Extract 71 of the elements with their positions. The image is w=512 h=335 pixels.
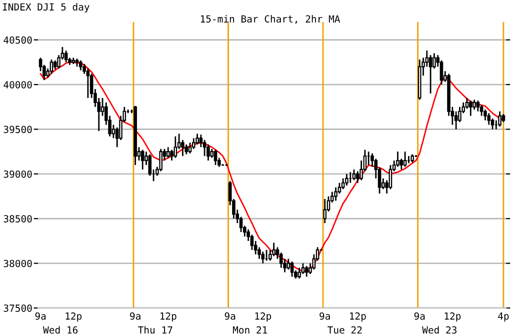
candlestick bbox=[100, 97, 104, 117]
candlestick bbox=[86, 68, 90, 99]
candlestick bbox=[159, 148, 162, 172]
candlestick bbox=[432, 52, 436, 70]
candlestick bbox=[166, 146, 170, 159]
x-tick-label: 9a bbox=[130, 312, 140, 320]
candlestick bbox=[396, 150, 400, 168]
x-tick-label: 12p bbox=[66, 312, 82, 322]
candlestick bbox=[192, 137, 196, 150]
y-tick-label: 38500 bbox=[4, 215, 32, 222]
x-tick-label: 4p bbox=[498, 312, 509, 322]
candlestick bbox=[341, 178, 345, 190]
x-tick-label: 9a bbox=[414, 312, 425, 320]
candlestick bbox=[465, 97, 469, 110]
text: Wed 16 bbox=[43, 326, 78, 334]
y-tick-label: 39500 bbox=[4, 126, 32, 134]
candlestick bbox=[140, 149, 144, 170]
candlestick bbox=[480, 104, 484, 117]
candlestick bbox=[400, 158, 404, 170]
candlestick bbox=[64, 50, 68, 63]
candlestick bbox=[304, 265, 308, 278]
candlestick bbox=[272, 242, 276, 257]
candlestick bbox=[484, 108, 487, 122]
x-tick-label: 9a bbox=[35, 312, 46, 320]
y-tick-label: 38000 bbox=[4, 260, 32, 268]
candlestick bbox=[468, 100, 472, 117]
x-tick-label: 9a bbox=[224, 312, 236, 320]
candlestick bbox=[345, 173, 348, 186]
candlestick bbox=[301, 262, 305, 275]
candlestick bbox=[78, 60, 82, 71]
candlestick bbox=[188, 142, 192, 154]
y-tick-label: 40500 bbox=[4, 36, 32, 44]
candlestick bbox=[214, 149, 218, 166]
candlestick bbox=[403, 150, 407, 168]
candlestick bbox=[286, 258, 290, 270]
candlestick bbox=[388, 164, 392, 190]
chart-subtitle: 15-min Bar Chart, 2hr MA bbox=[200, 15, 340, 24]
candlestick bbox=[472, 99, 476, 110]
candlestick bbox=[206, 144, 210, 162]
candlestick bbox=[50, 58, 54, 75]
candlestick bbox=[181, 139, 184, 157]
candlestick bbox=[290, 260, 294, 278]
candlestick bbox=[498, 110, 502, 128]
candlestick bbox=[334, 186, 338, 202]
chart-title: INDEX DJI 5 day bbox=[2, 3, 90, 12]
candlestick bbox=[356, 170, 360, 184]
candlestick bbox=[476, 100, 480, 112]
candlestick bbox=[487, 112, 491, 126]
candlestick bbox=[184, 144, 188, 155]
candlestick bbox=[196, 133, 199, 146]
x-tick-label: 12p bbox=[255, 312, 272, 322]
text: Wed 23 bbox=[422, 326, 456, 334]
candlestick bbox=[323, 198, 326, 224]
candlestick bbox=[261, 251, 265, 264]
candlestick bbox=[112, 124, 116, 139]
text: Thu 17 bbox=[138, 326, 172, 334]
candlestick bbox=[352, 168, 356, 181]
candlestick bbox=[298, 267, 301, 280]
y-tick-label: 37500 bbox=[4, 304, 32, 312]
text: Mon 21 bbox=[232, 326, 268, 334]
y-tick-label: 40000 bbox=[4, 81, 32, 88]
candlestick bbox=[170, 149, 174, 162]
candlestick bbox=[454, 110, 458, 130]
x-tick-label: 12p bbox=[444, 312, 461, 322]
x-tick-label: 12p bbox=[350, 312, 366, 322]
x-tick-label: 9a bbox=[320, 312, 330, 320]
text: Tue 22 bbox=[328, 326, 362, 334]
y-tick-label: 39000 bbox=[4, 170, 32, 178]
candlestick bbox=[428, 54, 432, 94]
x-tick-label: 12p bbox=[160, 312, 176, 322]
candlestick bbox=[174, 136, 178, 159]
